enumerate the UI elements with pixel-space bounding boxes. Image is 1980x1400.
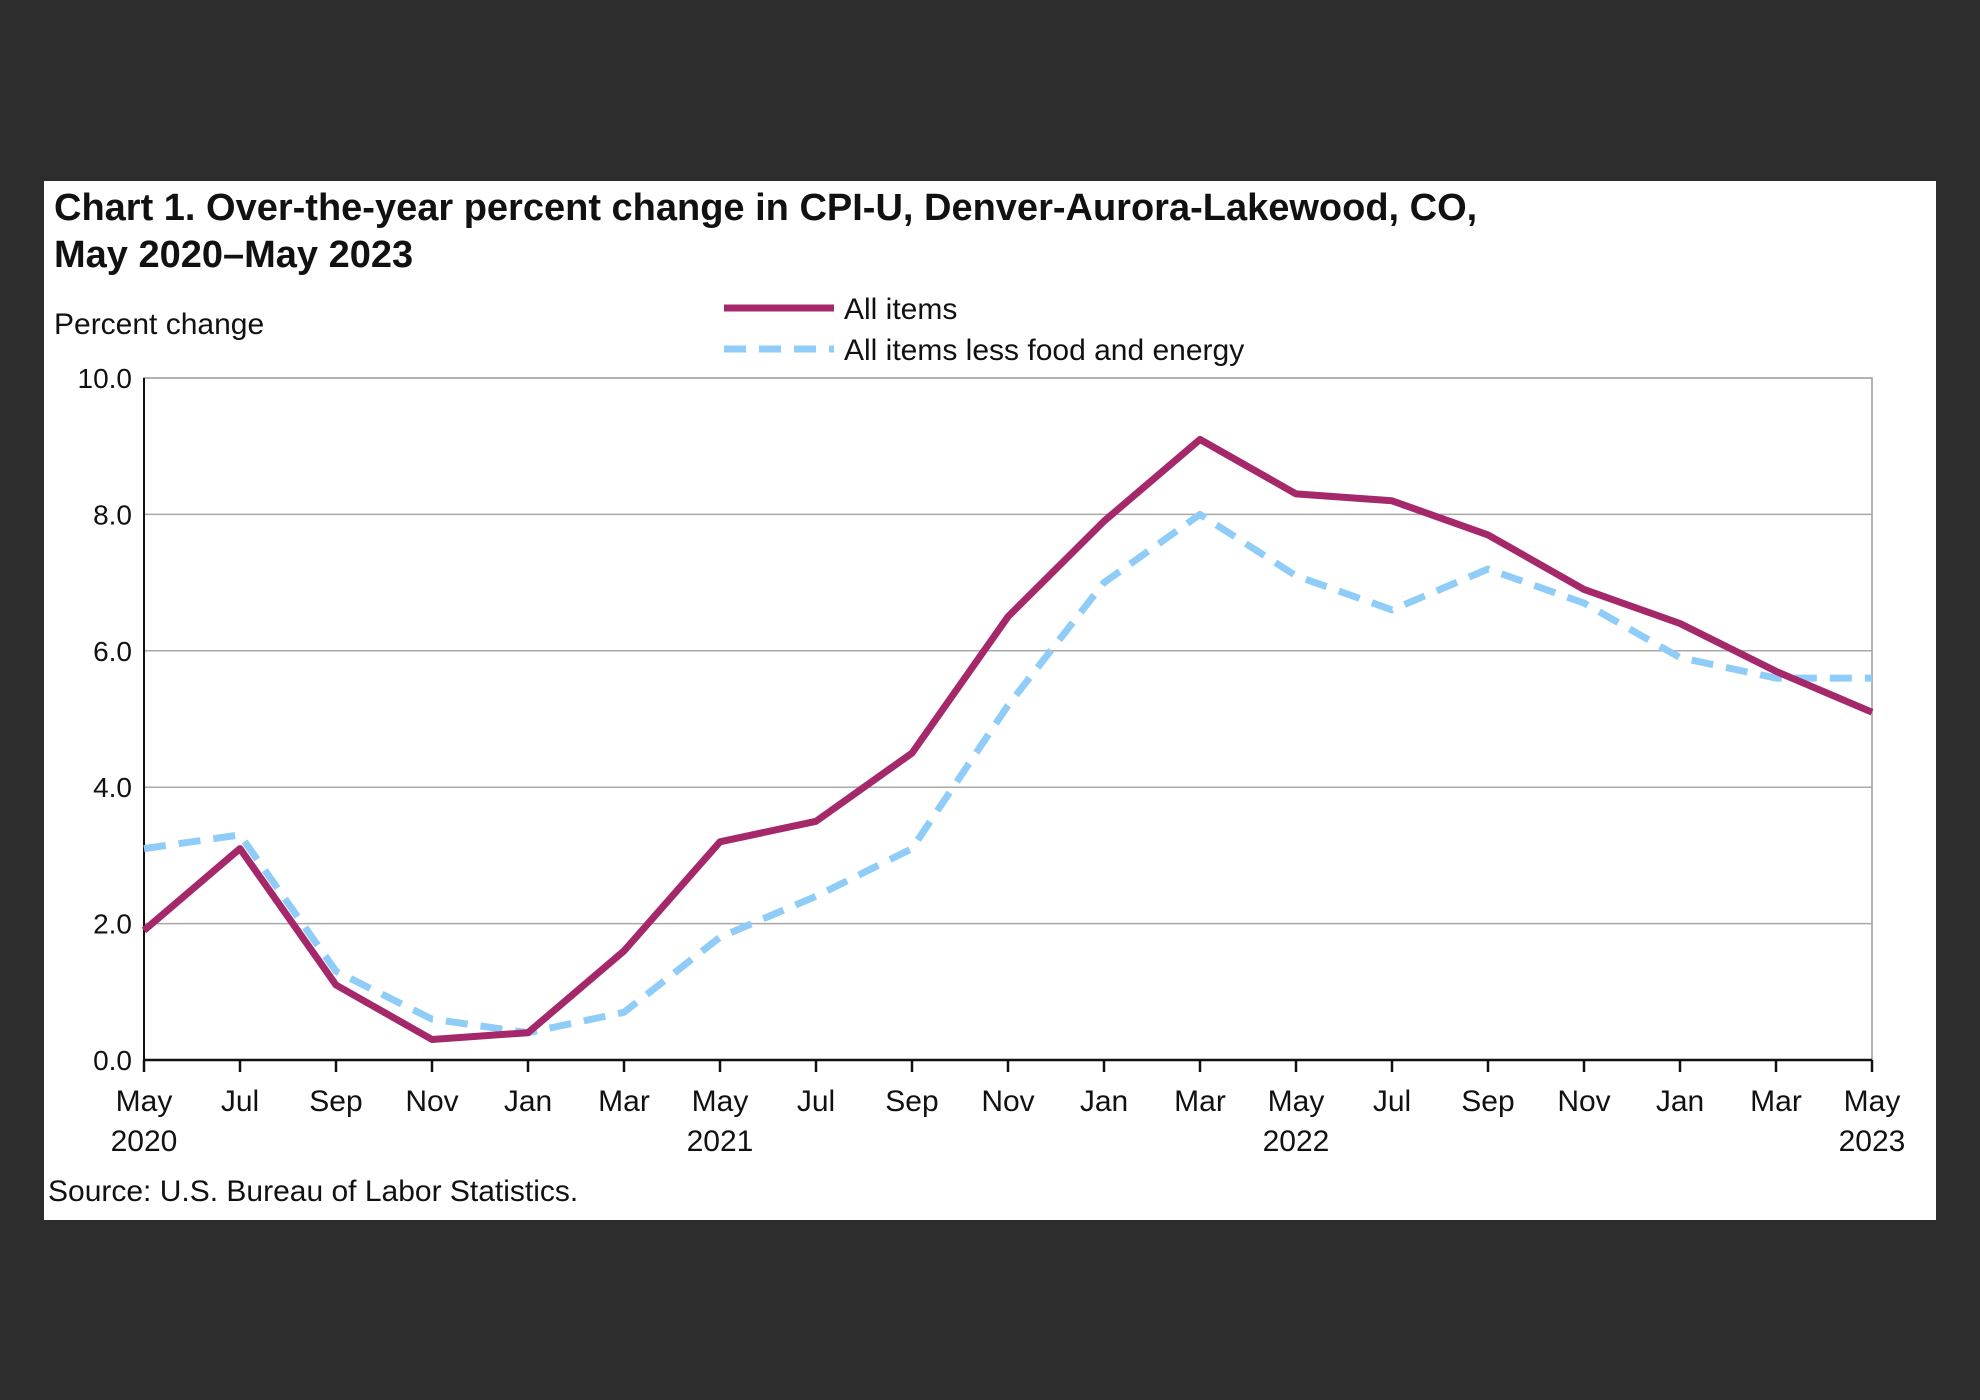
- x-tick-label: May: [1268, 1085, 1325, 1118]
- y-axis: 0.0 2.0 4.0 6.0 8.0 10.0: [78, 363, 145, 1076]
- x-tick-label: Jan: [1080, 1085, 1128, 1118]
- x-tick-label: May: [692, 1085, 749, 1118]
- x-tick-label: Mar: [598, 1085, 650, 1118]
- x-tick-year-label: 2021: [687, 1125, 754, 1158]
- x-tick-label: Jul: [1373, 1085, 1411, 1118]
- x-tick-label: Jul: [797, 1085, 835, 1118]
- x-tick-label: Mar: [1174, 1085, 1226, 1118]
- y-tick-label: 6.0: [93, 636, 132, 667]
- gridlines: [144, 513, 1872, 925]
- series-line-all-items: [141, 435, 1874, 1043]
- x-tick-label: May: [1844, 1085, 1901, 1118]
- x-tick-year-label: 2020: [111, 1125, 178, 1158]
- x-tick-label: Nov: [981, 1085, 1034, 1118]
- legend-item-core: All items less food and energy: [724, 334, 1244, 367]
- chart-panel: Chart 1. Over-the-year percent change in…: [44, 181, 1936, 1220]
- x-tick-label: Sep: [309, 1085, 362, 1118]
- source-note: Source: U.S. Bureau of Labor Statistics.: [48, 1175, 579, 1208]
- y-tick-label: 0.0: [93, 1045, 132, 1076]
- x-tick-year-label: 2023: [1839, 1125, 1906, 1158]
- line-chart: Percent change All items All items less …: [54, 293, 1906, 1158]
- x-tick-year-label: 2022: [1263, 1125, 1330, 1158]
- y-tick-label: 10.0: [78, 363, 133, 394]
- plot-area: [143, 377, 1873, 1061]
- x-tick-label: Jan: [504, 1085, 552, 1118]
- y-axis-title: Percent change: [54, 308, 264, 341]
- y-tick-label: 4.0: [93, 772, 132, 803]
- legend: All items All items less food and energy: [724, 293, 1244, 367]
- legend-label-all-items: All items: [844, 293, 957, 326]
- y-tick-label: 8.0: [93, 499, 132, 530]
- x-tick-label: Sep: [1461, 1085, 1514, 1118]
- y-tick-label: 2.0: [93, 909, 132, 940]
- series-line-core: [143, 510, 1872, 1037]
- x-tick-label: Jul: [221, 1085, 259, 1118]
- x-tick-label: Nov: [1557, 1085, 1610, 1118]
- x-tick-label: Mar: [1750, 1085, 1802, 1118]
- x-tick-label: May: [116, 1085, 173, 1118]
- x-axis: May 2020 Jul Sep Nov Jan Mar May 2021 Jul Sep Nov Ja…: [111, 1058, 1906, 1158]
- series-layer: [141, 435, 1874, 1043]
- chart-title: Chart 1. Over-the-year percent change in…: [54, 187, 1478, 276]
- x-tick-label: Nov: [405, 1085, 458, 1118]
- x-tick-label: Sep: [885, 1085, 938, 1118]
- legend-label-core: All items less food and energy: [844, 334, 1244, 367]
- x-tick-label: Jan: [1656, 1085, 1704, 1118]
- legend-item-all-items: All items: [724, 293, 957, 326]
